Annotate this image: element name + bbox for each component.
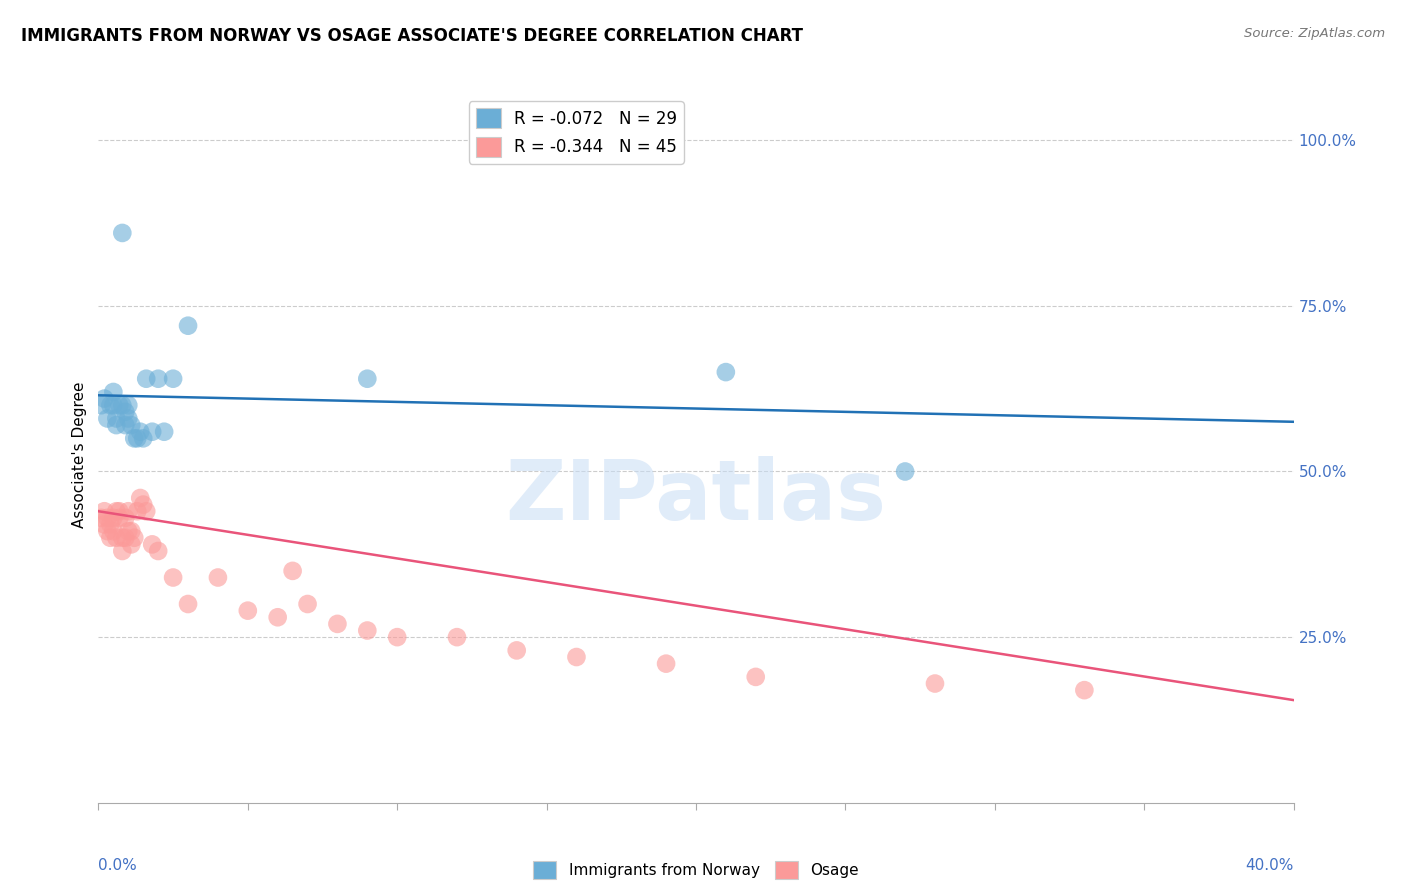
Point bbox=[93, 517, 115, 532]
Point bbox=[356, 372, 378, 386]
Point bbox=[127, 504, 149, 518]
Point bbox=[162, 570, 184, 584]
Point bbox=[297, 597, 319, 611]
Point bbox=[105, 504, 128, 518]
Point bbox=[114, 531, 136, 545]
Text: 0.0%: 0.0% bbox=[98, 858, 138, 873]
Point bbox=[129, 425, 152, 439]
Point bbox=[111, 226, 134, 240]
Point bbox=[177, 597, 200, 611]
Point bbox=[90, 511, 112, 525]
Point bbox=[111, 398, 134, 412]
Point bbox=[120, 418, 142, 433]
Legend: Immigrants from Norway, Osage: Immigrants from Norway, Osage bbox=[527, 855, 865, 886]
Point bbox=[96, 511, 118, 525]
Point bbox=[117, 504, 139, 518]
Point bbox=[93, 392, 115, 406]
Text: Source: ZipAtlas.com: Source: ZipAtlas.com bbox=[1244, 27, 1385, 40]
Point bbox=[105, 418, 128, 433]
Point bbox=[120, 524, 142, 538]
Text: ZIPatlas: ZIPatlas bbox=[506, 456, 886, 537]
Point bbox=[132, 431, 155, 445]
Point bbox=[326, 616, 349, 631]
Point bbox=[108, 398, 131, 412]
Point bbox=[236, 604, 259, 618]
Point bbox=[153, 425, 176, 439]
Point bbox=[111, 544, 134, 558]
Point bbox=[356, 624, 378, 638]
Point bbox=[894, 465, 917, 479]
Point bbox=[114, 511, 136, 525]
Point bbox=[124, 431, 146, 445]
Point bbox=[114, 405, 136, 419]
Point bbox=[108, 504, 131, 518]
Point bbox=[148, 544, 170, 558]
Point bbox=[565, 650, 588, 665]
Point bbox=[135, 372, 157, 386]
Point bbox=[177, 318, 200, 333]
Point bbox=[132, 498, 155, 512]
Point bbox=[117, 398, 139, 412]
Point bbox=[655, 657, 678, 671]
Point bbox=[745, 670, 768, 684]
Point bbox=[141, 425, 163, 439]
Point bbox=[135, 504, 157, 518]
Point bbox=[446, 630, 468, 644]
Point bbox=[103, 511, 125, 525]
Point bbox=[103, 524, 125, 538]
Point bbox=[924, 676, 946, 690]
Point bbox=[100, 531, 122, 545]
Point bbox=[103, 398, 125, 412]
Point bbox=[129, 491, 152, 505]
Point bbox=[90, 398, 112, 412]
Point bbox=[96, 524, 118, 538]
Point bbox=[117, 411, 139, 425]
Text: IMMIGRANTS FROM NORWAY VS OSAGE ASSOCIATE'S DEGREE CORRELATION CHART: IMMIGRANTS FROM NORWAY VS OSAGE ASSOCIAT… bbox=[21, 27, 803, 45]
Point bbox=[120, 537, 142, 551]
Point bbox=[385, 630, 409, 644]
Point bbox=[714, 365, 737, 379]
Point bbox=[103, 384, 125, 399]
Point bbox=[506, 643, 529, 657]
Point bbox=[96, 411, 118, 425]
Point bbox=[162, 372, 184, 386]
Point bbox=[100, 398, 122, 412]
Point bbox=[148, 372, 170, 386]
Point bbox=[124, 531, 146, 545]
Point bbox=[207, 570, 229, 584]
Point bbox=[105, 531, 128, 545]
Point bbox=[117, 524, 139, 538]
Point bbox=[141, 537, 163, 551]
Point bbox=[111, 531, 134, 545]
Point bbox=[114, 418, 136, 433]
Point bbox=[105, 411, 128, 425]
Point bbox=[127, 431, 149, 445]
Point bbox=[267, 610, 290, 624]
Point bbox=[93, 504, 115, 518]
Y-axis label: Associate's Degree: Associate's Degree bbox=[72, 382, 87, 528]
Point bbox=[1073, 683, 1095, 698]
Point bbox=[281, 564, 304, 578]
Point bbox=[108, 511, 131, 525]
Point bbox=[100, 517, 122, 532]
Text: 40.0%: 40.0% bbox=[1246, 858, 1294, 873]
